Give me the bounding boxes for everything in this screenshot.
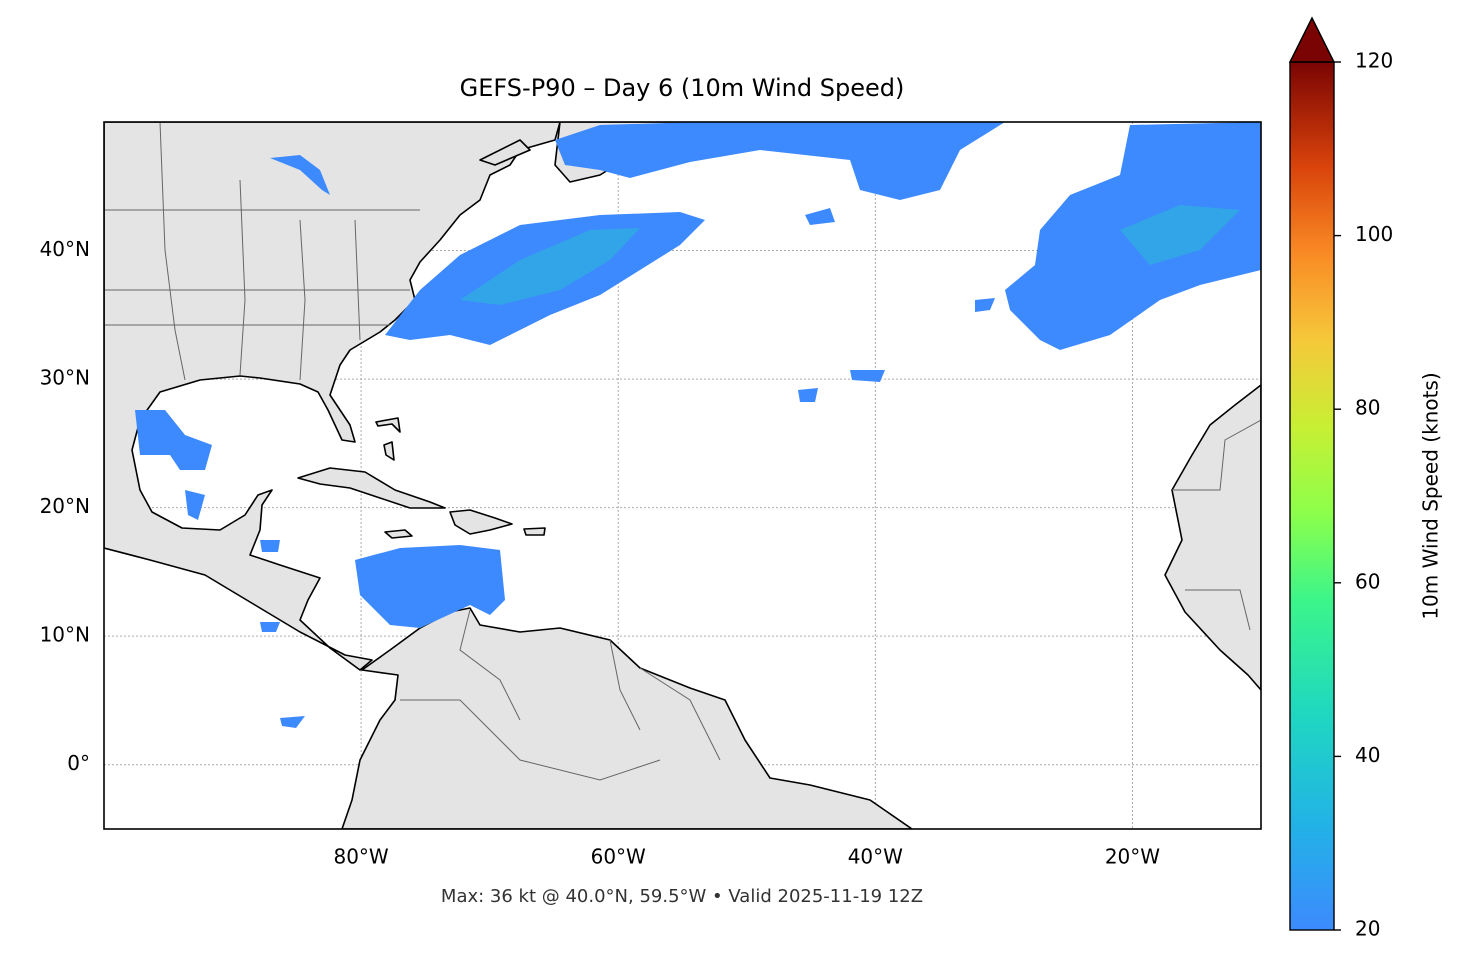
colorbar-label: 10m Wind Speed (knots) xyxy=(1419,372,1443,619)
colorbar-tick-label: 60 xyxy=(1355,569,1380,593)
y-tick-label: 40°N xyxy=(40,237,90,261)
south-america-borders xyxy=(400,609,721,781)
map-area xyxy=(104,122,1261,829)
puerto-rico xyxy=(523,527,546,536)
y-tick-label: 10°N xyxy=(40,623,90,647)
axes: 80°W 60°W 40°W 20°W 0° 10°N 20°N 30°N 40°N xyxy=(40,237,1161,868)
colorbar-tick-label: 20 xyxy=(1355,917,1380,941)
colorbar-frame xyxy=(1289,61,1335,931)
colorbar-tick-label: 40 xyxy=(1355,743,1380,767)
colorbar-scale xyxy=(1290,62,1334,930)
wind-area xyxy=(135,410,212,520)
y-tick-label: 20°N xyxy=(40,494,90,518)
colorbar-tick-label: 80 xyxy=(1355,396,1380,420)
map-frame xyxy=(103,121,1262,830)
colorbar-extension xyxy=(1288,16,1336,63)
state-borders xyxy=(104,122,1261,631)
africa xyxy=(1164,384,1261,691)
wind-core xyxy=(460,228,640,305)
x-tick-label: 60°W xyxy=(591,845,646,869)
hispaniola xyxy=(449,509,513,535)
y-tick-label: 0° xyxy=(67,751,90,775)
wind-field xyxy=(135,122,1261,728)
colorbar-tick-label: 100 xyxy=(1355,222,1393,246)
x-tick-label: 20°W xyxy=(1105,845,1160,869)
wind-area xyxy=(555,122,1005,200)
colorbar: 10m Wind Speed (knots) 20 40 60 80 100 120 xyxy=(1288,16,1443,941)
y-tick-label: 30°N xyxy=(40,366,90,390)
x-tick-label: 80°W xyxy=(333,845,388,869)
x-tick-label: 40°W xyxy=(848,845,903,869)
wind-area xyxy=(355,545,505,628)
north-america xyxy=(104,122,561,671)
jamaica xyxy=(384,529,413,539)
map-title: GEFS-P90 – Day 6 (10m Wind Speed) xyxy=(460,74,905,102)
bahamas xyxy=(375,417,401,461)
cuba xyxy=(297,467,446,509)
wind-core xyxy=(1120,205,1240,265)
south-america xyxy=(341,607,913,829)
footer-note: Max: 36 kt @ 40.0°N, 59.5°W • Valid 2025… xyxy=(441,886,923,907)
colorbar-tick-label: 120 xyxy=(1355,49,1393,73)
